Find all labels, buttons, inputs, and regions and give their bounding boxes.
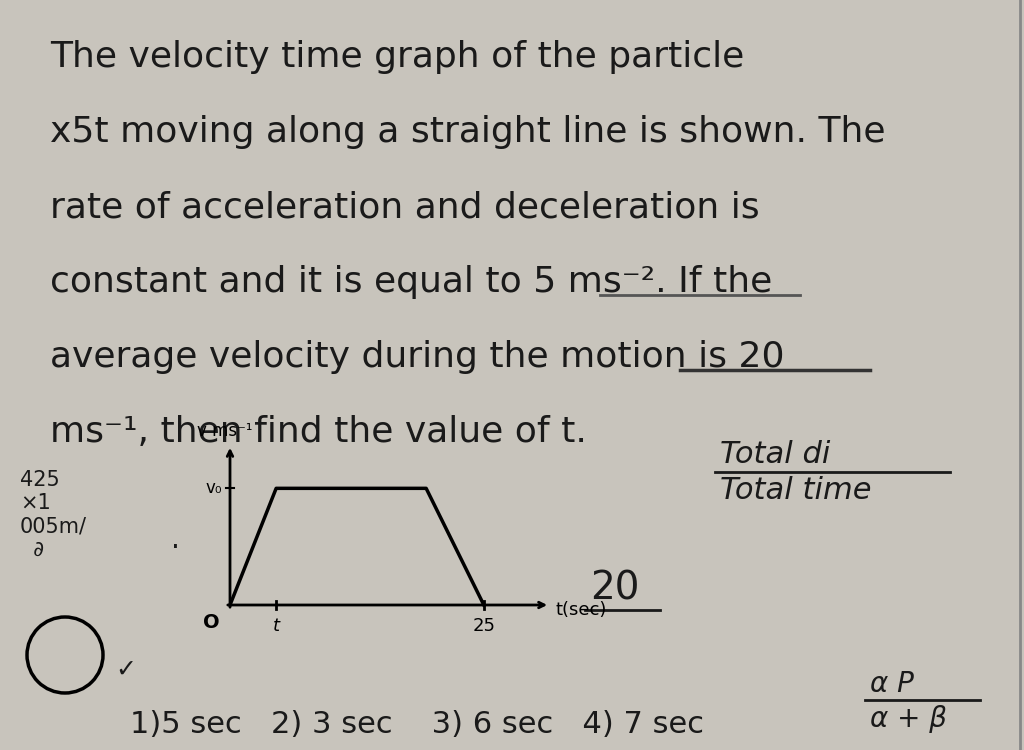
Text: The velocity time graph of the particle: The velocity time graph of the particle [50,40,744,74]
Text: 1)5 sec   2) 3 sec    3) 6 sec   4) 7 sec: 1)5 sec 2) 3 sec 3) 6 sec 4) 7 sec [130,710,705,739]
Text: constant and it is equal to 5 ms⁻². If the: constant and it is equal to 5 ms⁻². If t… [50,265,772,299]
Text: t: t [272,617,280,635]
Text: rate of acceleration and deceleration is: rate of acceleration and deceleration is [50,190,760,224]
Text: v₀: v₀ [206,479,222,497]
Text: Total di: Total di [720,440,830,469]
Text: α P: α P [870,670,913,698]
Text: ms⁻¹, then find the value of t.: ms⁻¹, then find the value of t. [50,415,587,449]
Text: 425
×1
005m/
  ∂: 425 ×1 005m/ ∂ [20,470,87,560]
Text: α + β: α + β [870,705,947,733]
Text: average velocity during the motion is 20: average velocity during the motion is 20 [50,340,784,374]
Text: Total time: Total time [720,476,871,505]
Text: ✓: ✓ [115,658,136,682]
Text: v ms⁻¹: v ms⁻¹ [198,422,253,440]
Text: t(sec): t(sec) [555,601,606,619]
Text: x5t moving along a straight line is shown. The: x5t moving along a straight line is show… [50,115,886,149]
Text: 20: 20 [590,570,640,608]
Text: O: O [204,613,220,632]
Text: 25: 25 [472,617,496,635]
Text: ·: · [171,534,179,562]
